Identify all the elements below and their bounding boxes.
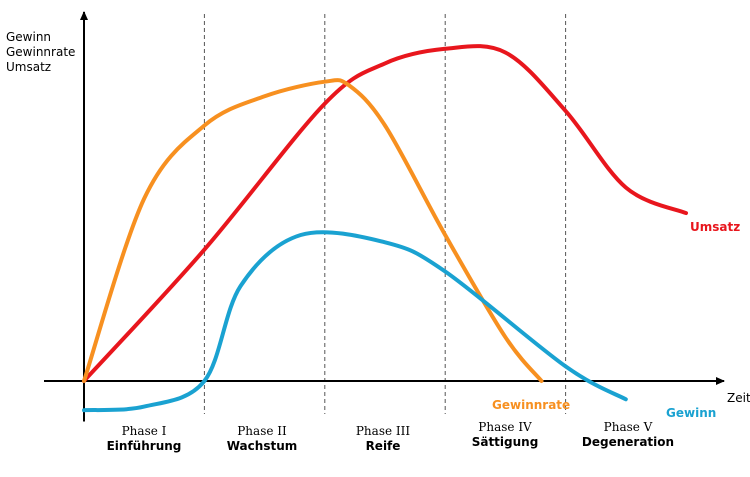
phase-1-label: Phase I Einführung [84, 424, 204, 454]
y-axis-label-gewinnrate: Gewinnrate [6, 45, 76, 59]
series-line-umsatz [82, 44, 688, 383]
phase-4-name: Phase IV [478, 420, 532, 434]
series-label-umsatz: Umsatz [690, 220, 741, 234]
phase-5-name: Phase V [603, 420, 653, 434]
phase-5-label: Phase V Degeneration [568, 420, 688, 450]
phase-2-title: Wachstum [226, 439, 298, 453]
phase-1-name: Phase I [121, 424, 167, 438]
phase-5-title: Degeneration [581, 435, 675, 449]
phase-1-title: Einführung [106, 439, 182, 453]
phase-3-name: Phase III [355, 424, 411, 438]
phase-3-title: Reife [365, 439, 401, 453]
series-lines [82, 44, 688, 413]
axes [44, 11, 725, 422]
phase-divider-lines [203, 14, 567, 414]
x-axis-label: Zeit [727, 391, 750, 405]
phase-4-title: Sättigung [471, 435, 539, 449]
phase-2-label: Phase II Wachstum [202, 424, 322, 454]
series-line-gewinn [82, 230, 628, 413]
series-label-gewinn: Gewinn [666, 406, 717, 420]
series-label-gewinnrate: Gewinnrate [492, 398, 571, 412]
phase-3-label: Phase III Reife [323, 424, 443, 454]
phase-4-label: Phase IV Sättigung [445, 420, 565, 450]
series-line-gewinnrate [82, 78, 544, 383]
phase-2-name: Phase II [237, 424, 287, 438]
y-axis-label-umsatz: Umsatz [6, 60, 52, 74]
y-axis-label-gewinn: Gewinn [6, 30, 52, 44]
